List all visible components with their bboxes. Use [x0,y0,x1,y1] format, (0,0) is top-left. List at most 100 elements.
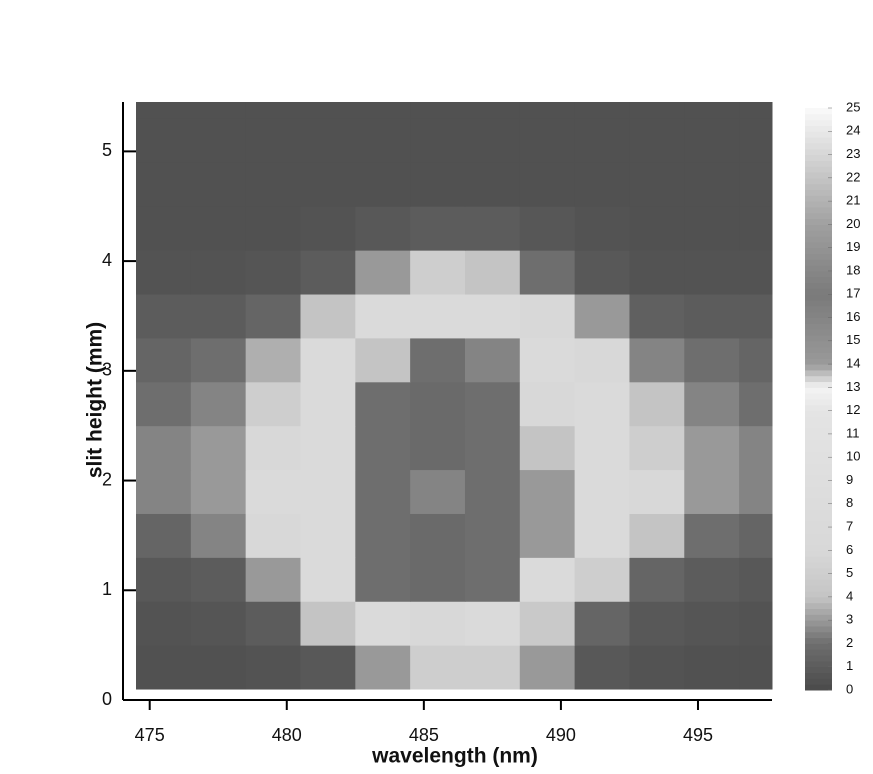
heat-cell [520,294,575,338]
heat-cell [739,601,772,645]
heat-cell [410,645,465,689]
colorbar-band [805,579,832,585]
heat-cell [629,382,684,426]
heat-cell [191,206,246,250]
heat-cell [410,470,465,514]
heat-cell [246,513,301,557]
heat-cell [246,250,301,294]
heat-cell [629,426,684,470]
colorbar-band [805,189,832,195]
heat-cell [739,382,772,426]
colorbar-band [805,254,832,260]
heat-cell [246,601,301,645]
colorbar-band [805,457,832,463]
heat-cell [191,645,246,689]
heat-cell [684,102,739,119]
colorbar-tick-label: 20 [846,216,860,231]
x-axis-title: wavelength (nm) [371,745,538,768]
colorbar-band [805,131,832,137]
colorbar-tick-label: 14 [846,356,860,371]
heat-cell [300,601,355,645]
heat-cell [355,250,410,294]
colorbar-band [805,300,832,306]
heat-cell [520,426,575,470]
colorbar-band [805,556,832,562]
colorbar-band [805,399,832,405]
colorbar-band [805,411,832,417]
heat-cell [684,162,739,206]
heat-cell [246,426,301,470]
colorbar-band [805,364,832,370]
heat-cell [465,426,520,470]
heat-cell [136,513,191,557]
heat-cell [684,118,739,162]
heat-cell [410,382,465,426]
colorbar-band [805,236,832,242]
colorbar-band [805,661,832,667]
heat-cell [684,470,739,514]
colorbar-band [805,341,832,347]
heat-cell [191,338,246,382]
heat-cell [355,338,410,382]
heat-cell [629,162,684,206]
heat-cell [575,382,630,426]
heat-cell [465,382,520,426]
heat-cell [684,250,739,294]
heat-cell [629,470,684,514]
colorbar-band [805,347,832,353]
heat-cell [465,118,520,162]
colorbar-band [805,504,832,510]
heat-cell [684,601,739,645]
heat-cell [465,162,520,206]
colorbar-band [805,649,832,655]
heat-cell [629,557,684,601]
colorbar-band [805,335,832,341]
colorbar-band [805,620,832,626]
colorbar-band [805,125,832,131]
heat-cell [739,338,772,382]
colorbar-band [805,510,832,516]
heat-cell [465,601,520,645]
x-tick-label: 495 [683,725,713,745]
colorbar-band [805,591,832,597]
heat-cell [575,118,630,162]
heat-cell [410,513,465,557]
heat-cell [520,601,575,645]
heat-cell [300,118,355,162]
colorbar-band [805,434,832,440]
heat-cell [410,162,465,206]
heat-cell [355,382,410,426]
heat-cell [465,102,520,119]
heat-cell [410,294,465,338]
colorbar-band [805,230,832,236]
heat-cell [739,162,772,206]
heat-cell [629,118,684,162]
heat-cell [300,162,355,206]
heat-cell [465,513,520,557]
colorbar-band [805,562,832,568]
colorbar-band [805,160,832,166]
colorbar-band [805,597,832,603]
colorbar-band [805,422,832,428]
colorbar-tick-label: 21 [846,193,860,208]
colorbar-tick-label: 8 [846,495,853,510]
heat-cell [136,557,191,601]
heat-cell [355,162,410,206]
heat-cell [191,382,246,426]
colorbar-band [805,114,832,120]
colorbar-tick-label: 2 [846,635,853,650]
heat-cell [575,102,630,119]
heat-cell [246,338,301,382]
colorbar-band [805,498,832,504]
heat-cell [246,102,301,119]
heat-cell [355,645,410,689]
heat-cell [629,645,684,689]
colorbar-band [805,527,832,533]
heat-cell [191,294,246,338]
colorbar-band [805,184,832,190]
heat-cell [246,118,301,162]
heat-cell [136,338,191,382]
colorbar-tick-label: 9 [846,472,853,487]
colorbar-tick-label: 3 [846,612,853,627]
colorbar-band [805,283,832,289]
